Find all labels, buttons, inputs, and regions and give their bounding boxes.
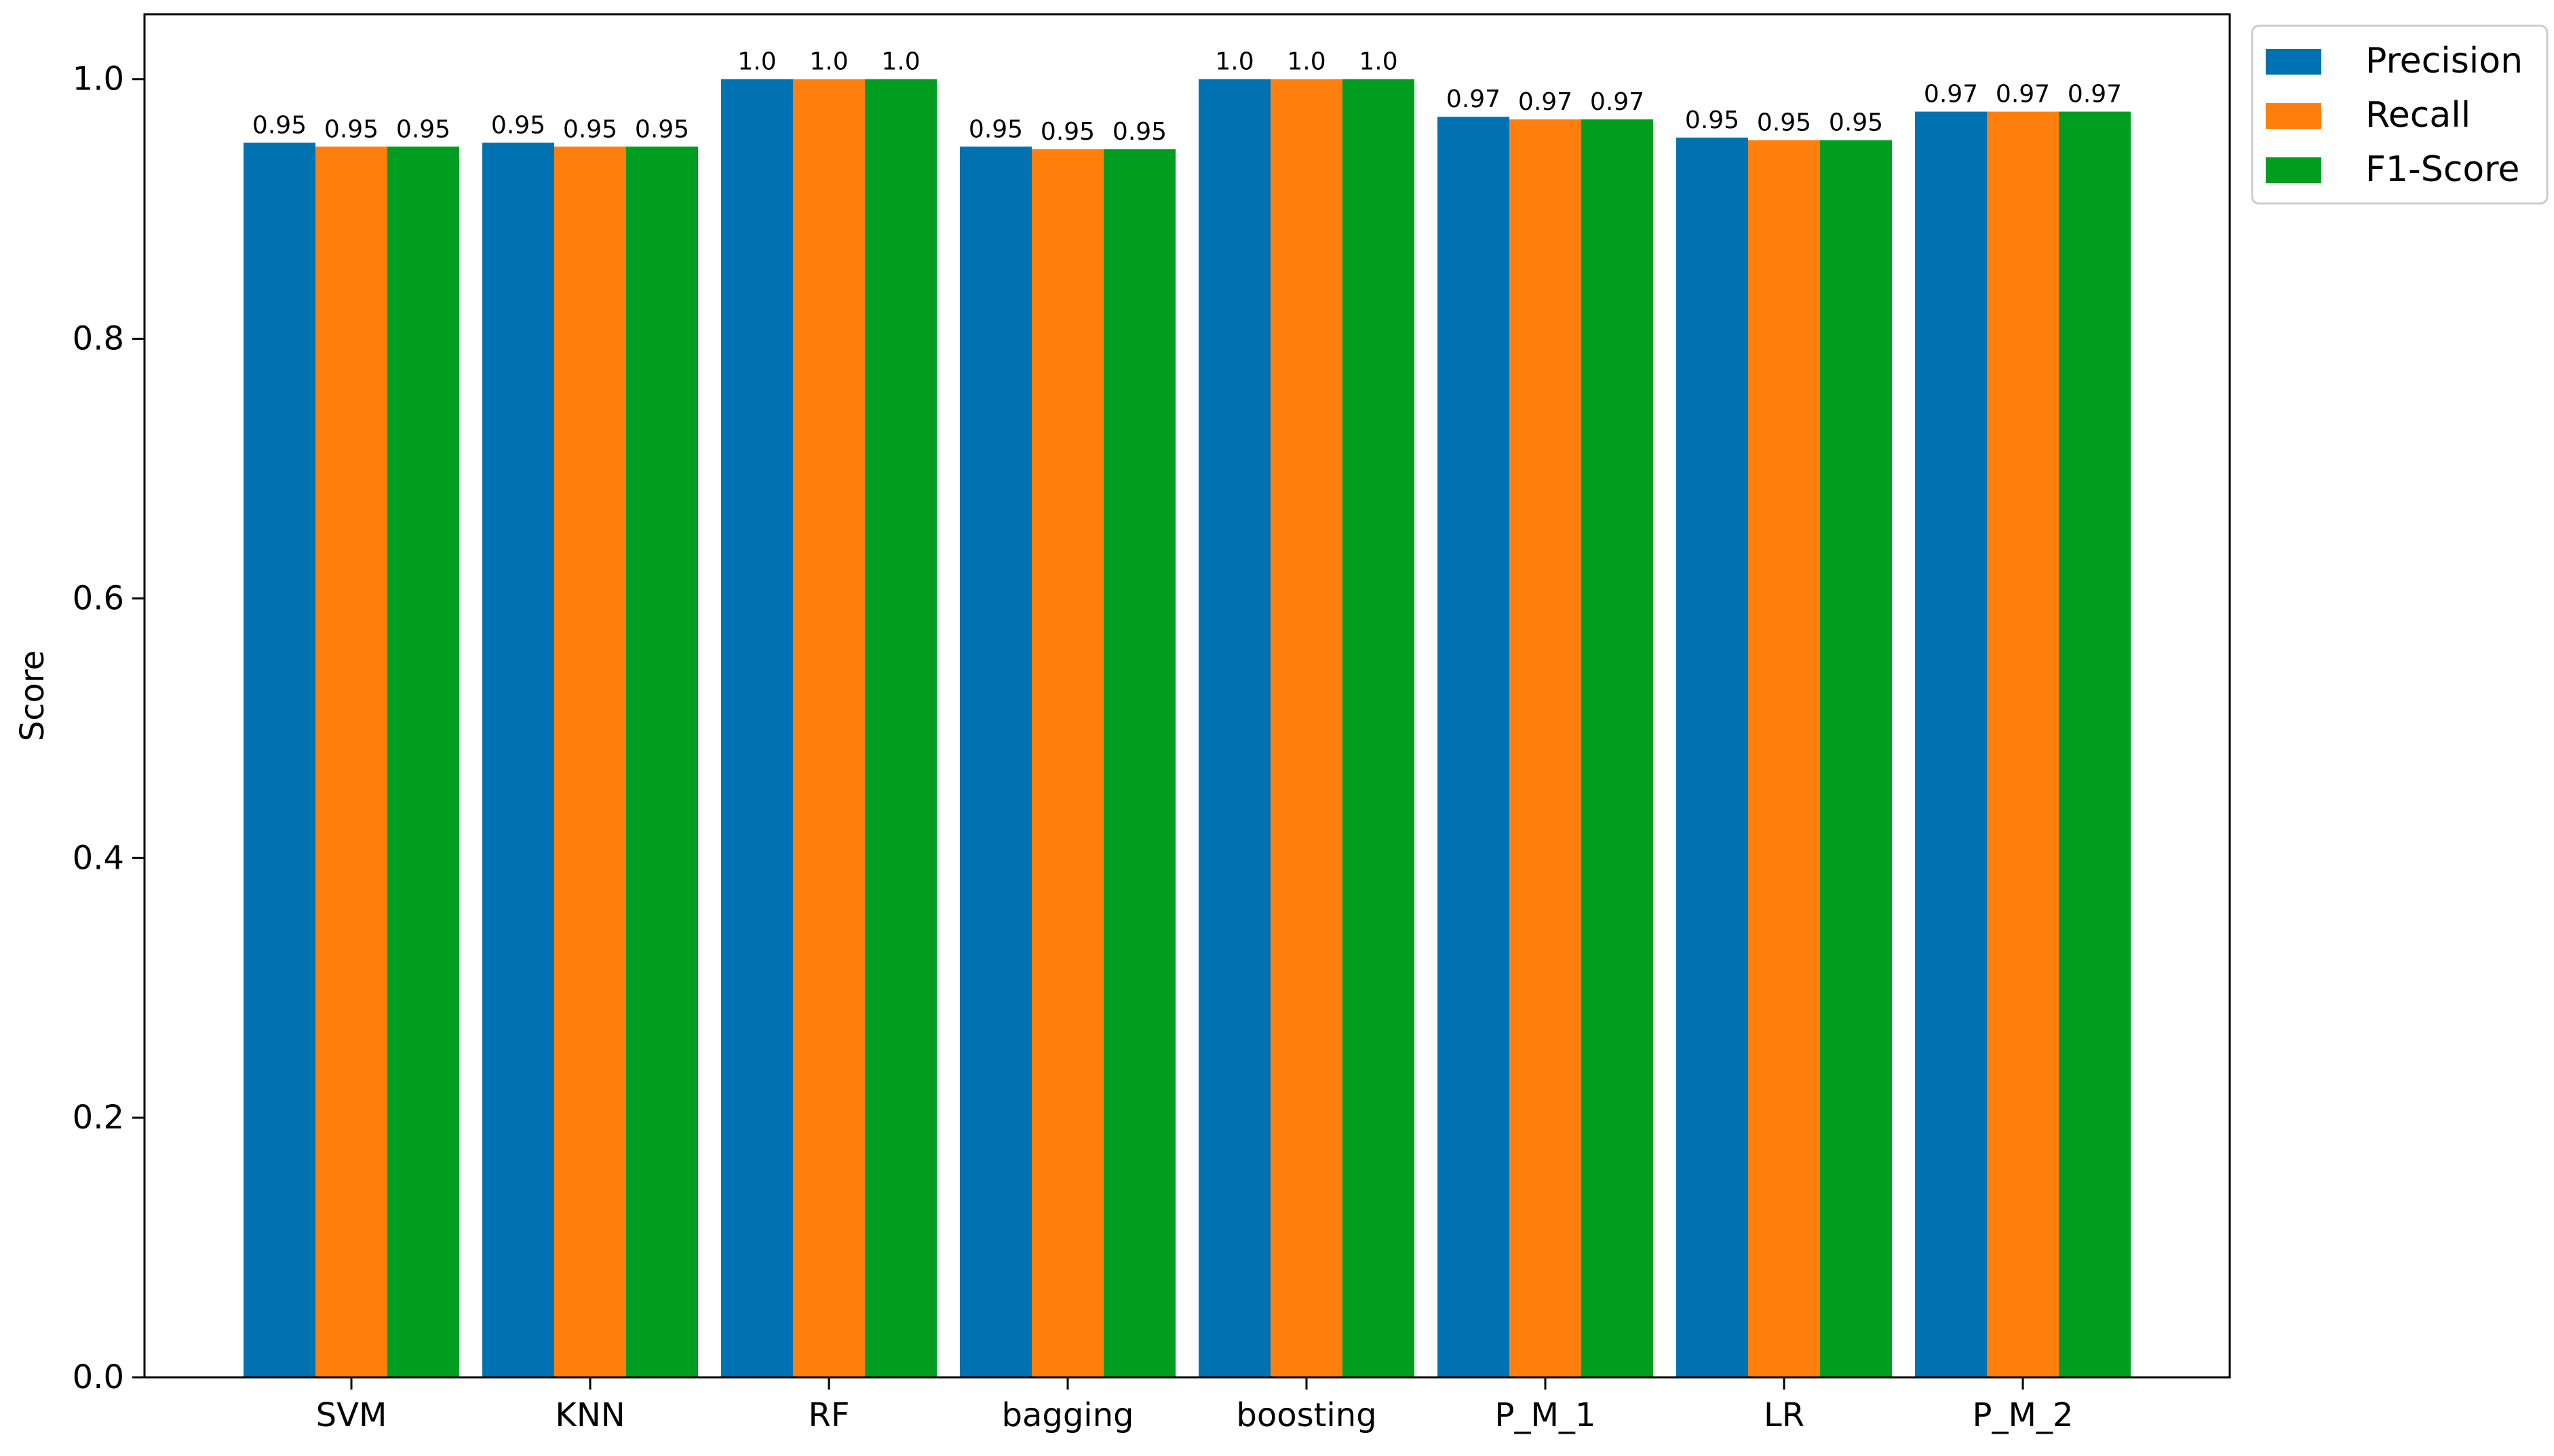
bar-f1-score-bagging bbox=[1104, 149, 1176, 1378]
data-labels-layer: 0.95 0.95 0.95 0.95 0.95 0.95 1.0 1.0 1.0 0.95 0.9… bbox=[252, 48, 2122, 146]
bar-precision-bagging bbox=[960, 146, 1032, 1378]
data-label-precision-boosting: 1.0 bbox=[1215, 48, 1254, 76]
data-label-precision-knn: 0.95 bbox=[491, 112, 545, 140]
x-tick-label: P_M_1 bbox=[1495, 1396, 1596, 1434]
data-label-precision-lr: 0.95 bbox=[1685, 106, 1739, 134]
data-label-recall-knn: 0.95 bbox=[563, 115, 617, 143]
y-tick-label: 0.2 bbox=[73, 1099, 124, 1137]
data-label-recall-rf: 1.0 bbox=[809, 48, 848, 76]
data-label-f1-score-boosting: 1.0 bbox=[1359, 48, 1397, 76]
bar-f1-score-rf bbox=[865, 79, 937, 1378]
bar-precision-lr bbox=[1676, 137, 1748, 1377]
bar-f1-score-lr bbox=[1820, 140, 1892, 1378]
bar-recall-p_m_1 bbox=[1509, 119, 1581, 1378]
bar-recall-p_m_2 bbox=[1987, 111, 2059, 1378]
y-axis-label: Score bbox=[14, 650, 52, 741]
legend-label-precision: Precision bbox=[2365, 41, 2523, 81]
bar-recall-boosting bbox=[1271, 79, 1342, 1378]
bar-recall-rf bbox=[793, 79, 865, 1378]
y-tick-label: 0.0 bbox=[73, 1358, 124, 1396]
data-label-f1-score-svm: 0.95 bbox=[396, 115, 450, 143]
data-label-recall-lr: 0.95 bbox=[1757, 109, 1811, 137]
data-label-f1-score-p_m_1: 0.97 bbox=[1590, 88, 1644, 116]
bar-precision-knn bbox=[482, 142, 554, 1377]
bar-precision-boosting bbox=[1199, 79, 1271, 1378]
x-tick-label: bagging bbox=[1001, 1396, 1134, 1434]
x-tick-label: KNN bbox=[555, 1396, 625, 1434]
x-tick-label: RF bbox=[809, 1396, 850, 1434]
bar-precision-p_m_1 bbox=[1437, 117, 1509, 1378]
data-label-f1-score-rf: 1.0 bbox=[881, 48, 920, 76]
bar-recall-lr bbox=[1748, 140, 1820, 1378]
data-label-precision-bagging: 0.95 bbox=[969, 115, 1023, 143]
bar-f1-score-p_m_2 bbox=[2059, 111, 2131, 1378]
data-label-precision-svm: 0.95 bbox=[252, 112, 307, 140]
y-tick-label: 0.8 bbox=[73, 320, 124, 358]
x-tick-label: LR bbox=[1764, 1396, 1804, 1434]
bar-f1-score-boosting bbox=[1342, 79, 1414, 1378]
data-label-recall-boosting: 1.0 bbox=[1287, 48, 1326, 76]
bar-precision-rf bbox=[721, 79, 793, 1378]
x-tick-label: boosting bbox=[1236, 1396, 1376, 1434]
data-label-precision-rf: 1.0 bbox=[737, 48, 776, 76]
bar-f1-score-p_m_1 bbox=[1581, 119, 1653, 1378]
x-tick-label: SVM bbox=[316, 1396, 387, 1434]
data-label-recall-p_m_2: 0.97 bbox=[1996, 81, 2050, 109]
plot-frame bbox=[143, 13, 2231, 1379]
bar-precision-svm bbox=[244, 142, 315, 1377]
legend-label-f1-score: F1-Score bbox=[2365, 149, 2519, 190]
bars-layer bbox=[244, 79, 2131, 1378]
data-label-f1-score-bagging: 0.95 bbox=[1112, 118, 1167, 146]
y-tick-label: 0.6 bbox=[73, 579, 124, 617]
data-label-precision-p_m_2: 0.97 bbox=[1924, 81, 1978, 109]
bar-f1-score-knn bbox=[626, 146, 698, 1378]
legend-box bbox=[2251, 24, 2549, 205]
legend-swatch-precision bbox=[2266, 49, 2321, 75]
legend-swatch-f1-score bbox=[2266, 157, 2321, 183]
y-tick-label: 1.0 bbox=[73, 60, 124, 98]
bar-recall-knn bbox=[554, 146, 626, 1378]
bar-precision-p_m_2 bbox=[1915, 111, 1987, 1378]
y-axis: 0.0 0.2 0.4 0.6 0.8 1.0 bbox=[73, 60, 144, 1396]
y-tick-label: 0.4 bbox=[73, 839, 124, 877]
data-label-f1-score-lr: 0.95 bbox=[1829, 109, 1883, 137]
data-label-f1-score-knn: 0.95 bbox=[635, 115, 689, 143]
data-label-recall-p_m_1: 0.97 bbox=[1518, 88, 1572, 116]
data-label-f1-score-p_m_2: 0.97 bbox=[2068, 81, 2122, 109]
legend: Precision Recall F1-Score bbox=[2251, 24, 2549, 205]
data-label-recall-bagging: 0.95 bbox=[1041, 118, 1095, 146]
data-label-precision-p_m_1: 0.97 bbox=[1446, 85, 1501, 113]
bar-recall-svm bbox=[315, 146, 387, 1378]
bar-f1-score-svm bbox=[387, 146, 459, 1378]
x-axis: SVM KNN RF bagging boosting P_M_1 LR P_M_2 bbox=[316, 1377, 2074, 1434]
x-tick-label: P_M_2 bbox=[1973, 1396, 2074, 1434]
legend-swatch-recall bbox=[2266, 103, 2321, 129]
bar-recall-bagging bbox=[1032, 149, 1104, 1378]
data-label-recall-svm: 0.95 bbox=[324, 115, 379, 143]
legend-label-recall: Recall bbox=[2365, 95, 2471, 136]
